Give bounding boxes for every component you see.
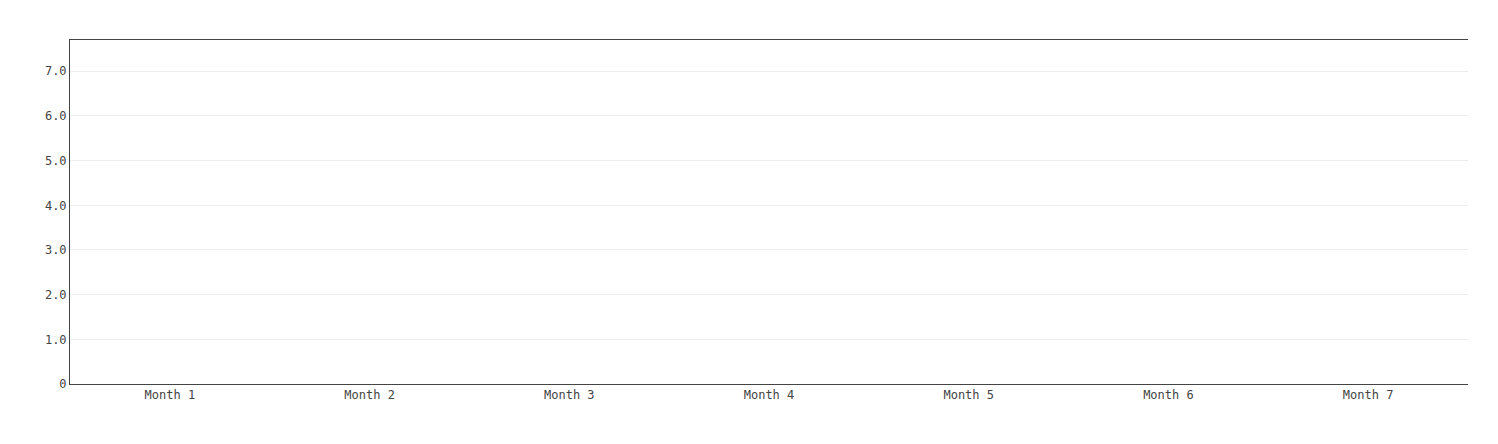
svg-text:Month 4: Month 4	[744, 388, 795, 402]
svg-text:Month 6: Month 6	[1143, 388, 1194, 402]
svg-text:Month 3: Month 3	[544, 388, 595, 402]
svg-text:Month 2: Month 2	[344, 388, 395, 402]
svg-text:6.0: 6.0	[45, 109, 67, 123]
svg-text:4.0: 4.0	[45, 199, 67, 213]
svg-text:0: 0	[59, 377, 66, 391]
svg-text:2.0: 2.0	[45, 288, 67, 302]
svg-text:Month 1: Month 1	[145, 388, 196, 402]
svg-text:3.0: 3.0	[45, 243, 67, 257]
svg-text:7.0: 7.0	[45, 64, 67, 78]
svg-text:1.0: 1.0	[45, 333, 67, 347]
svg-text:Month 7: Month 7	[1343, 388, 1394, 402]
svg-text:Month 5: Month 5	[943, 388, 994, 402]
svg-text:5.0: 5.0	[45, 154, 67, 168]
